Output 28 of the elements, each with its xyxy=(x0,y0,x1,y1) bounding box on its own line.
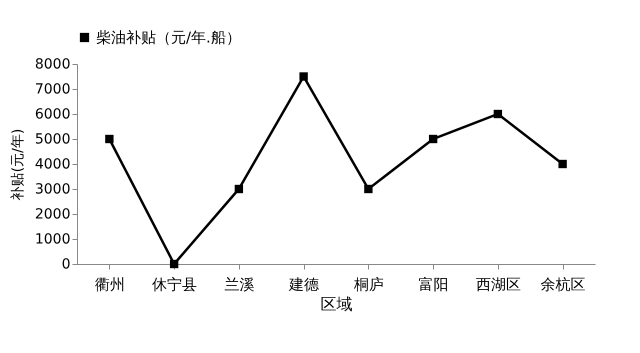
point xyxy=(299,72,308,81)
point xyxy=(494,110,502,118)
point xyxy=(105,134,114,144)
x-tick-label: 余杭区 xyxy=(540,276,586,294)
y-tick-label: 2000 xyxy=(34,206,70,222)
point xyxy=(234,184,244,194)
y-tick-label: 5000 xyxy=(34,132,70,148)
x-axis-title: 区域 xyxy=(320,294,352,314)
x-tick-label: 衢州 xyxy=(94,276,125,294)
y-tick-label: 1000 xyxy=(34,232,70,248)
point xyxy=(364,184,373,194)
y-axis-title: 补贴(元/年) xyxy=(10,128,26,200)
y-tick-label: 3000 xyxy=(34,182,70,198)
x-tick-label: 兰溪 xyxy=(224,276,254,294)
point xyxy=(428,134,438,144)
x-tick-label: 建德 xyxy=(288,276,320,294)
y-tick-label: 6000 xyxy=(34,106,70,122)
x-tick-label: 休宁县 xyxy=(152,276,198,294)
y-tick-label: 0 xyxy=(62,256,70,272)
x-tick-label: 桐庐 xyxy=(352,276,384,294)
legend-label: 柴油补贴（元/年.船） xyxy=(96,28,241,46)
x-tick-label: 富阳 xyxy=(418,276,449,294)
point xyxy=(558,160,567,168)
y-tick-label: 8000 xyxy=(34,56,70,72)
y-tick-label: 7000 xyxy=(34,82,70,98)
y-tick-label: 4000 xyxy=(34,156,70,172)
point xyxy=(170,260,178,268)
x-tick-label: 西湖区 xyxy=(476,276,521,294)
